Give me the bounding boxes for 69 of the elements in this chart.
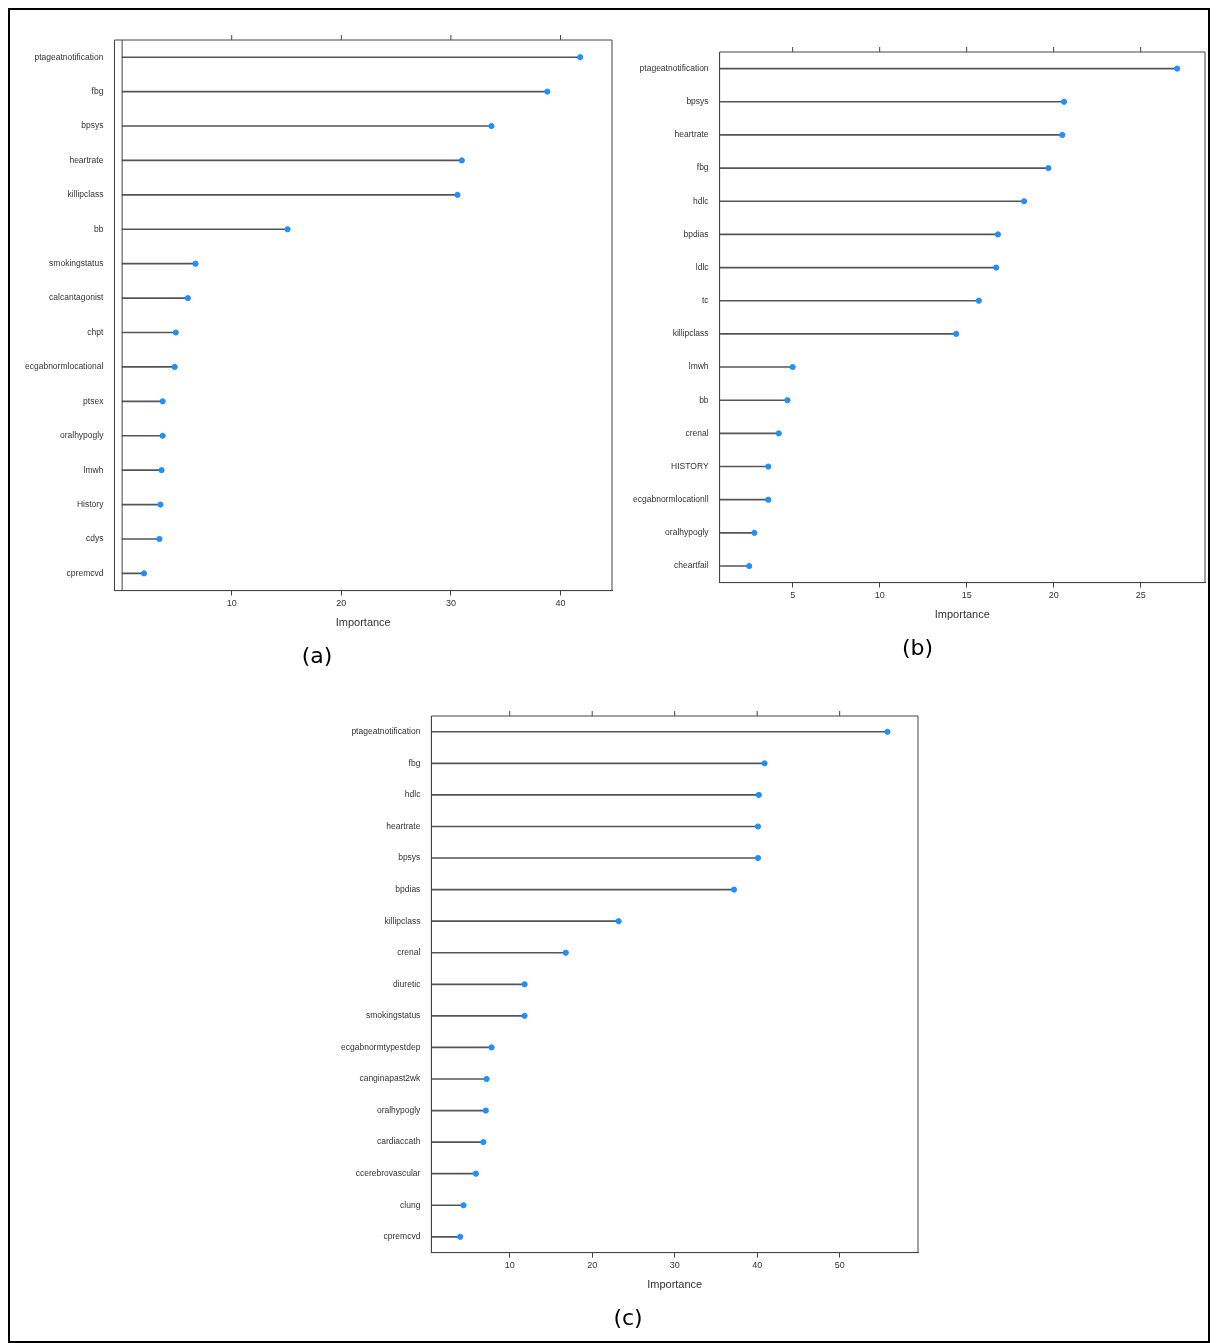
x-axis-title: Importance xyxy=(647,1278,703,1291)
y-tick-label: fbg xyxy=(696,162,709,173)
y-tick-label: ptageatnotification xyxy=(351,726,421,737)
y-tick-label: hdlc xyxy=(404,789,422,800)
y-tick-label: bpsys xyxy=(81,120,104,131)
x-tick-label: 40 xyxy=(555,598,566,609)
y-tick-label: ecgabnormlocationll xyxy=(632,494,709,505)
y-tick-label: clung xyxy=(400,1199,421,1210)
y-tick-label: ptageatnotification xyxy=(639,62,709,73)
x-tick-label: 50 xyxy=(834,1260,845,1271)
y-tick-label: heartrate xyxy=(386,820,421,831)
text: (a) xyxy=(301,642,333,668)
y-tick-label: smokingstatus xyxy=(366,1010,421,1021)
x-tick-label: 20 xyxy=(587,1260,598,1271)
y-tick-label: oralhypogly xyxy=(376,1104,422,1115)
y-tick-label: crenal xyxy=(685,427,709,438)
y-tick-label: bb xyxy=(699,394,709,405)
x-tick-label: 30 xyxy=(669,1260,680,1271)
y-tick-label: bpdias xyxy=(395,883,421,894)
y-tick-label: killipclass xyxy=(672,328,709,339)
y-tick-label: killipclass xyxy=(67,189,104,200)
y-tick-label: ccerebrovascular xyxy=(355,1168,421,1179)
y-tick-label: ptsex xyxy=(83,395,105,406)
y-tick-label: killipclass xyxy=(384,915,421,926)
y-tick-label: crenal xyxy=(397,947,421,958)
y-tick-label: fbg xyxy=(408,757,421,768)
y-tick-label: hdlc xyxy=(693,195,710,206)
x-axis-title: Importance xyxy=(934,608,990,621)
y-tick-label: calcantagonist xyxy=(49,292,105,303)
x-tick-label: 10 xyxy=(504,1260,515,1271)
y-tick-label: ecgabnormtypestdep xyxy=(340,1041,421,1052)
y-tick-label: smokingstatus xyxy=(49,258,104,269)
y-tick-label: bpsys xyxy=(398,852,421,863)
y-tick-label: cdys xyxy=(85,533,104,544)
y-tick-label: fbg xyxy=(91,85,104,96)
x-tick-label: 30 xyxy=(445,598,456,609)
y-tick-label: bb xyxy=(93,223,104,234)
x-tick-label: 20 xyxy=(1048,590,1059,601)
y-tick-label: lmwh xyxy=(83,464,104,475)
y-tick-label: lmwh xyxy=(688,361,709,372)
x-tick-label: 10 xyxy=(874,590,885,601)
y-tick-label: canginapast2wk xyxy=(359,1073,422,1084)
x-tick-label: 20 xyxy=(336,598,347,609)
text: (c) xyxy=(613,1304,643,1330)
y-tick-label: cpremcvd xyxy=(66,567,104,578)
y-tick-label: cheartfail xyxy=(674,560,709,571)
y-tick-label: diuretic xyxy=(392,978,422,989)
y-tick-label: ptageatnotification xyxy=(34,51,104,62)
x-tick-label: 40 xyxy=(752,1260,763,1271)
y-tick-label: ldlc xyxy=(695,261,710,272)
x-tick-label: 25 xyxy=(1135,590,1146,601)
y-tick-label: cpremcvd xyxy=(383,1231,421,1242)
y-tick-label: cardiaccath xyxy=(376,1136,421,1147)
x-tick-label: 10 xyxy=(226,598,237,609)
y-tick-label: HISTORY xyxy=(671,460,709,471)
y-tick-label: History xyxy=(76,498,105,509)
y-tick-label: heartrate xyxy=(674,129,709,140)
x-tick-label: 15 xyxy=(961,590,972,601)
y-tick-label: bpdias xyxy=(683,228,709,239)
y-tick-label: ecgabnormlocational xyxy=(24,361,104,372)
y-tick-label: bpsys xyxy=(686,96,709,107)
y-tick-label: oralhypogly xyxy=(665,527,710,538)
y-tick-label: heartrate xyxy=(69,154,104,165)
y-tick-label: oralhypogly xyxy=(59,430,105,441)
y-tick-label: tc xyxy=(701,295,710,306)
x-axis-title: Importance xyxy=(335,616,391,629)
text: (b) xyxy=(901,634,934,660)
x-tick-label: 5 xyxy=(790,590,796,601)
y-tick-label: chpt xyxy=(87,326,105,337)
